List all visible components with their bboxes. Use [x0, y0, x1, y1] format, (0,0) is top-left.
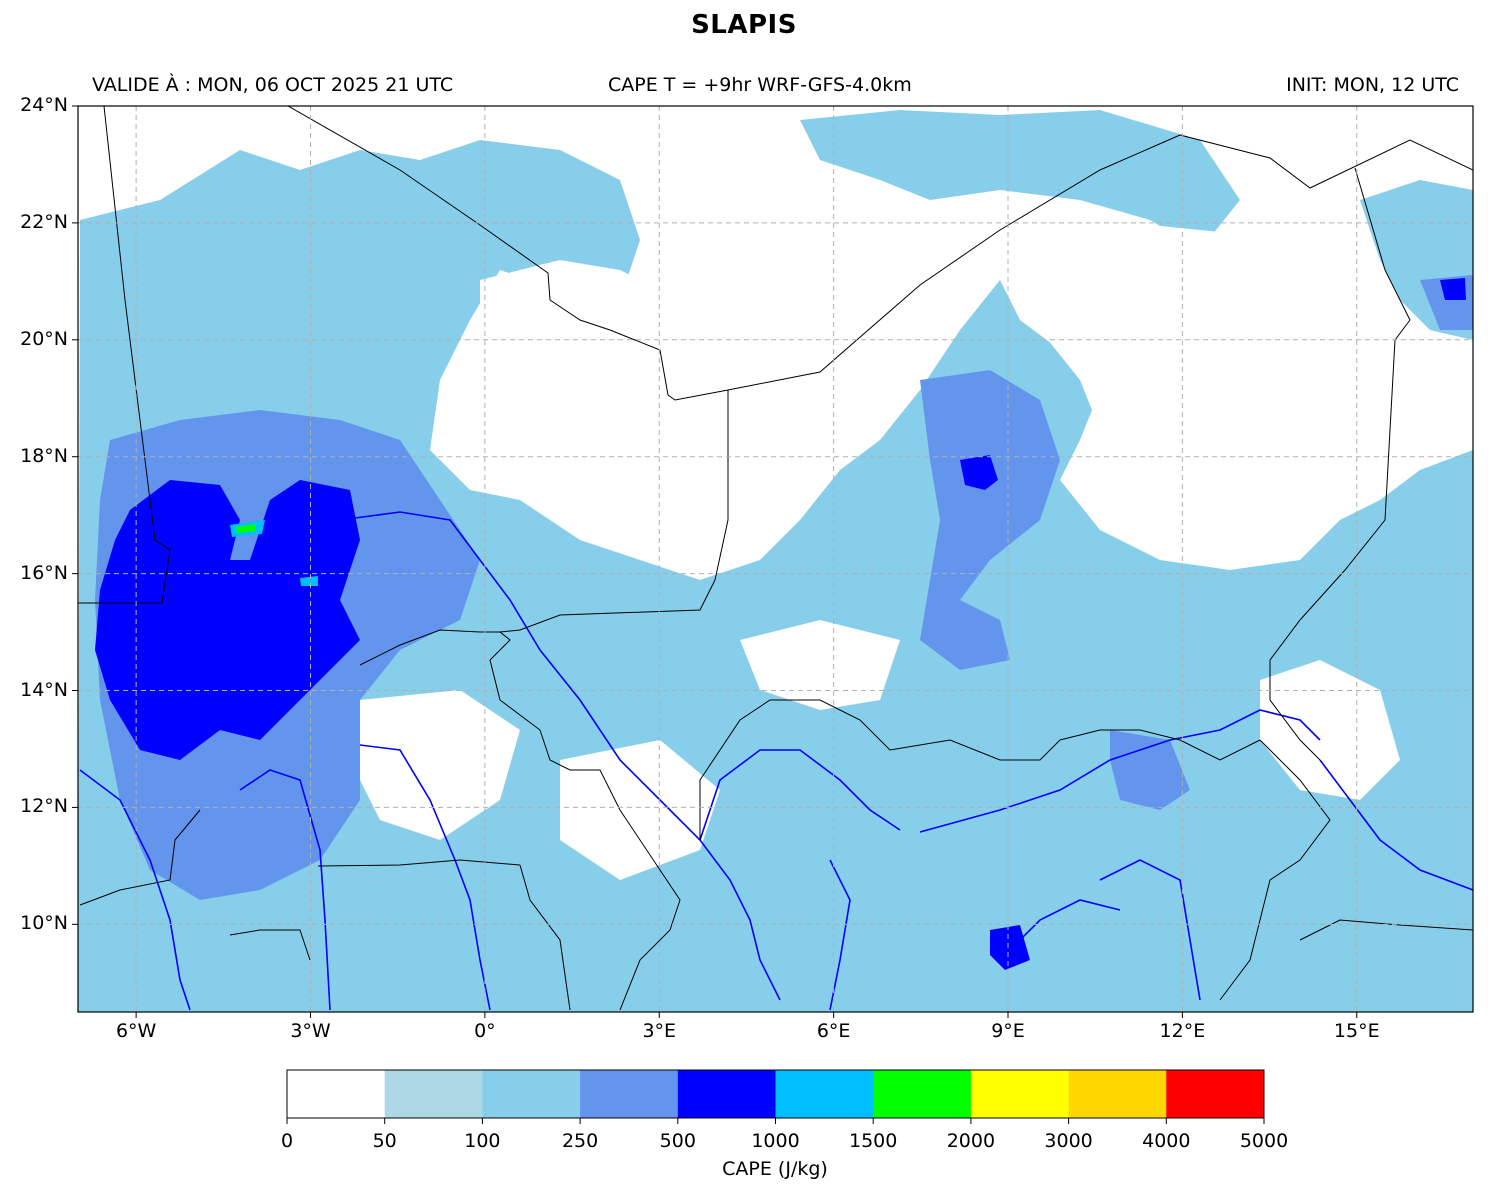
cape-region-medium-central — [920, 370, 1060, 670]
border-libya — [1179, 134, 1473, 189]
lat-tick-label: 14°N — [20, 678, 68, 701]
field-description: CAPE T = +9hr WRF-GFS-4.0km — [608, 74, 912, 96]
cape-region-clear-6 — [1260, 660, 1400, 800]
map-area — [78, 106, 1473, 1012]
colorbar-tick-label: 500 — [659, 1130, 696, 1152]
lon-tick-label: 15°E — [1333, 1020, 1380, 1042]
cape-region-strong-northeast — [1440, 278, 1466, 300]
page-title: SLAPIS — [691, 10, 797, 40]
map-frame — [77, 105, 1474, 1013]
cape-region-light-north — [800, 110, 1240, 250]
lon-tick-label: 3°E — [642, 1020, 677, 1042]
axis-ticks — [72, 105, 1358, 1018]
cape-region-high-west-2 — [300, 576, 318, 586]
cape-region-strong-south — [990, 925, 1030, 970]
border-nigeria-cameroon — [1219, 739, 1331, 1001]
border-mali-niger — [499, 390, 729, 633]
colorbar-tick-label: 5000 — [1239, 1130, 1289, 1152]
cape-field — [78, 110, 1473, 1012]
colorbar-tick-label: 3000 — [1044, 1130, 1093, 1152]
border-chad-car — [1299, 919, 1473, 941]
cape-region-clear-4 — [350, 690, 520, 840]
colorbar-segment — [970, 1070, 1070, 1118]
rivers — [79, 511, 1473, 1011]
river-benue — [919, 709, 1321, 833]
colorbar-segment — [873, 1070, 972, 1118]
border-burkina-ghana — [317, 859, 521, 867]
border-cote-divoire — [79, 809, 201, 906]
border-niger-algeria — [727, 134, 1181, 391]
lon-tick-label: 12°E — [1159, 1020, 1206, 1042]
river-south-3 — [829, 859, 851, 1011]
border-ghana-togo — [519, 864, 571, 1011]
colorbar-title: CAPE (J/kg) — [722, 1158, 828, 1180]
river-south-1 — [1099, 859, 1201, 1001]
init-time-label: INIT: MON, 12 UTC — [1286, 74, 1459, 96]
cape-region-peak-west — [236, 524, 256, 533]
river-west-2 — [239, 769, 331, 1011]
cape-region-clear-3 — [740, 620, 900, 710]
lat-tick-label: 20°N — [20, 327, 68, 350]
lat-tick-label: 24°N — [20, 94, 68, 116]
graticule — [78, 106, 1473, 1012]
border-mali-burkina — [359, 629, 621, 811]
river-niger — [280, 511, 781, 1001]
river-west-1 — [79, 769, 191, 1011]
border-mauritania-mali — [78, 106, 171, 604]
colorbar — [286, 1069, 1265, 1124]
cape-region-clear-2 — [1000, 220, 1400, 500]
lon-tick-label: 6°E — [816, 1020, 851, 1042]
lon-tick-label: 9°E — [991, 1020, 1025, 1042]
lon-tick-label: 6°W — [115, 1020, 157, 1042]
river-south-2 — [999, 899, 1121, 961]
river-bani — [140, 649, 331, 701]
colorbar-segment — [482, 1070, 581, 1118]
colorbar-segment — [677, 1070, 776, 1118]
lon-tick-label: 3°W — [290, 1020, 331, 1042]
colorbar-tick-label: 1000 — [751, 1130, 800, 1152]
colorbar-tick-label: 4000 — [1142, 1130, 1191, 1152]
cape-region-medium-east — [1110, 730, 1190, 810]
lon-tick-label: 0° — [474, 1020, 496, 1042]
cape-region-strong-central — [960, 455, 998, 490]
valid-time-label: VALIDE À : MON, 06 OCT 2025 21 UTC — [92, 74, 454, 96]
colorbar-tick-label: 50 — [372, 1130, 397, 1152]
colorbar-segment — [580, 1070, 679, 1118]
lat-tick-label: 18°N — [20, 444, 68, 467]
cape-region-clear-5 — [560, 740, 720, 880]
colorbar-segment — [384, 1070, 483, 1118]
border-niger-chad — [1269, 167, 1411, 761]
colorbar-tick-label: 0 — [280, 1130, 294, 1152]
border-nigeria-benin — [619, 809, 681, 1011]
colorbar-tick-label: 2000 — [946, 1130, 996, 1152]
country-borders — [78, 106, 1473, 1011]
colorbar-segment — [1068, 1070, 1167, 1118]
river-sokoto — [699, 749, 901, 841]
colorbar-segment — [775, 1070, 874, 1118]
colorbar-tick-label: 100 — [464, 1130, 501, 1152]
border-guinea — [229, 929, 311, 961]
lat-tick-label: 12°N — [20, 795, 68, 818]
colorbar-tick-label: 250 — [561, 1130, 599, 1152]
lat-tick-label: 16°N — [20, 561, 68, 584]
lat-tick-label: 10°N — [20, 912, 68, 935]
lat-tick-label: 22°N — [20, 210, 68, 233]
colorbar-segment — [287, 1070, 386, 1118]
cape-region-strong-west — [95, 480, 360, 760]
colorbar-tick-label: 1500 — [849, 1130, 898, 1152]
border-niger-nigeria — [699, 699, 1261, 840]
river-chari — [1319, 759, 1473, 891]
colorbar-segment — [1166, 1070, 1265, 1118]
border-mali-algeria — [287, 106, 729, 401]
